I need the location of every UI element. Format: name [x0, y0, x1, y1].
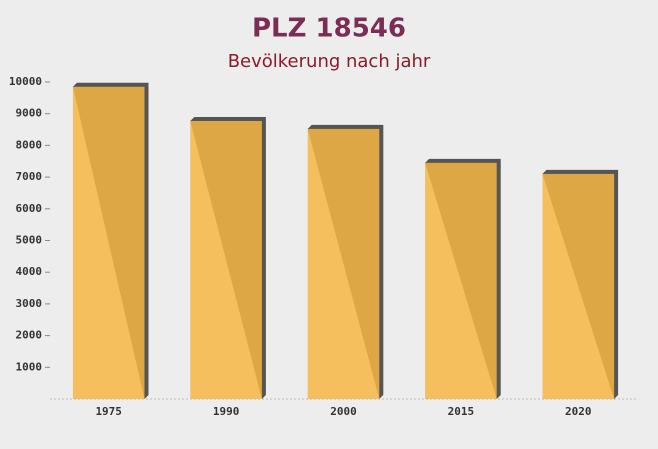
- x-tick-label: 2000: [330, 405, 357, 418]
- y-tick-label: 4000: [16, 265, 43, 278]
- y-tick-label: 9000: [16, 107, 43, 120]
- y-tick-label: 3000: [16, 297, 43, 310]
- y-tick-label: 8000: [16, 138, 43, 151]
- bar: [542, 173, 615, 399]
- chart-title: PLZ 18546: [252, 14, 406, 44]
- y-tick-label: 10000: [9, 75, 42, 88]
- y-tick-label: 5000: [16, 234, 43, 247]
- bar: [425, 162, 497, 399]
- chart-subtitle: Bevölkerung nach jahr: [228, 51, 431, 72]
- y-tick-label: 1000: [16, 360, 43, 373]
- x-tick-label: 2020: [565, 405, 592, 418]
- y-tick-label: 7000: [16, 170, 43, 183]
- y-tick-label: 6000: [16, 202, 43, 215]
- bar: [72, 86, 145, 399]
- x-tick-label: 1975: [95, 405, 122, 418]
- y-tick-label: 2000: [16, 329, 43, 342]
- x-tick-label: 2015: [448, 405, 475, 418]
- x-tick-label: 1990: [213, 405, 240, 418]
- bar: [190, 120, 262, 399]
- bar: [307, 128, 380, 399]
